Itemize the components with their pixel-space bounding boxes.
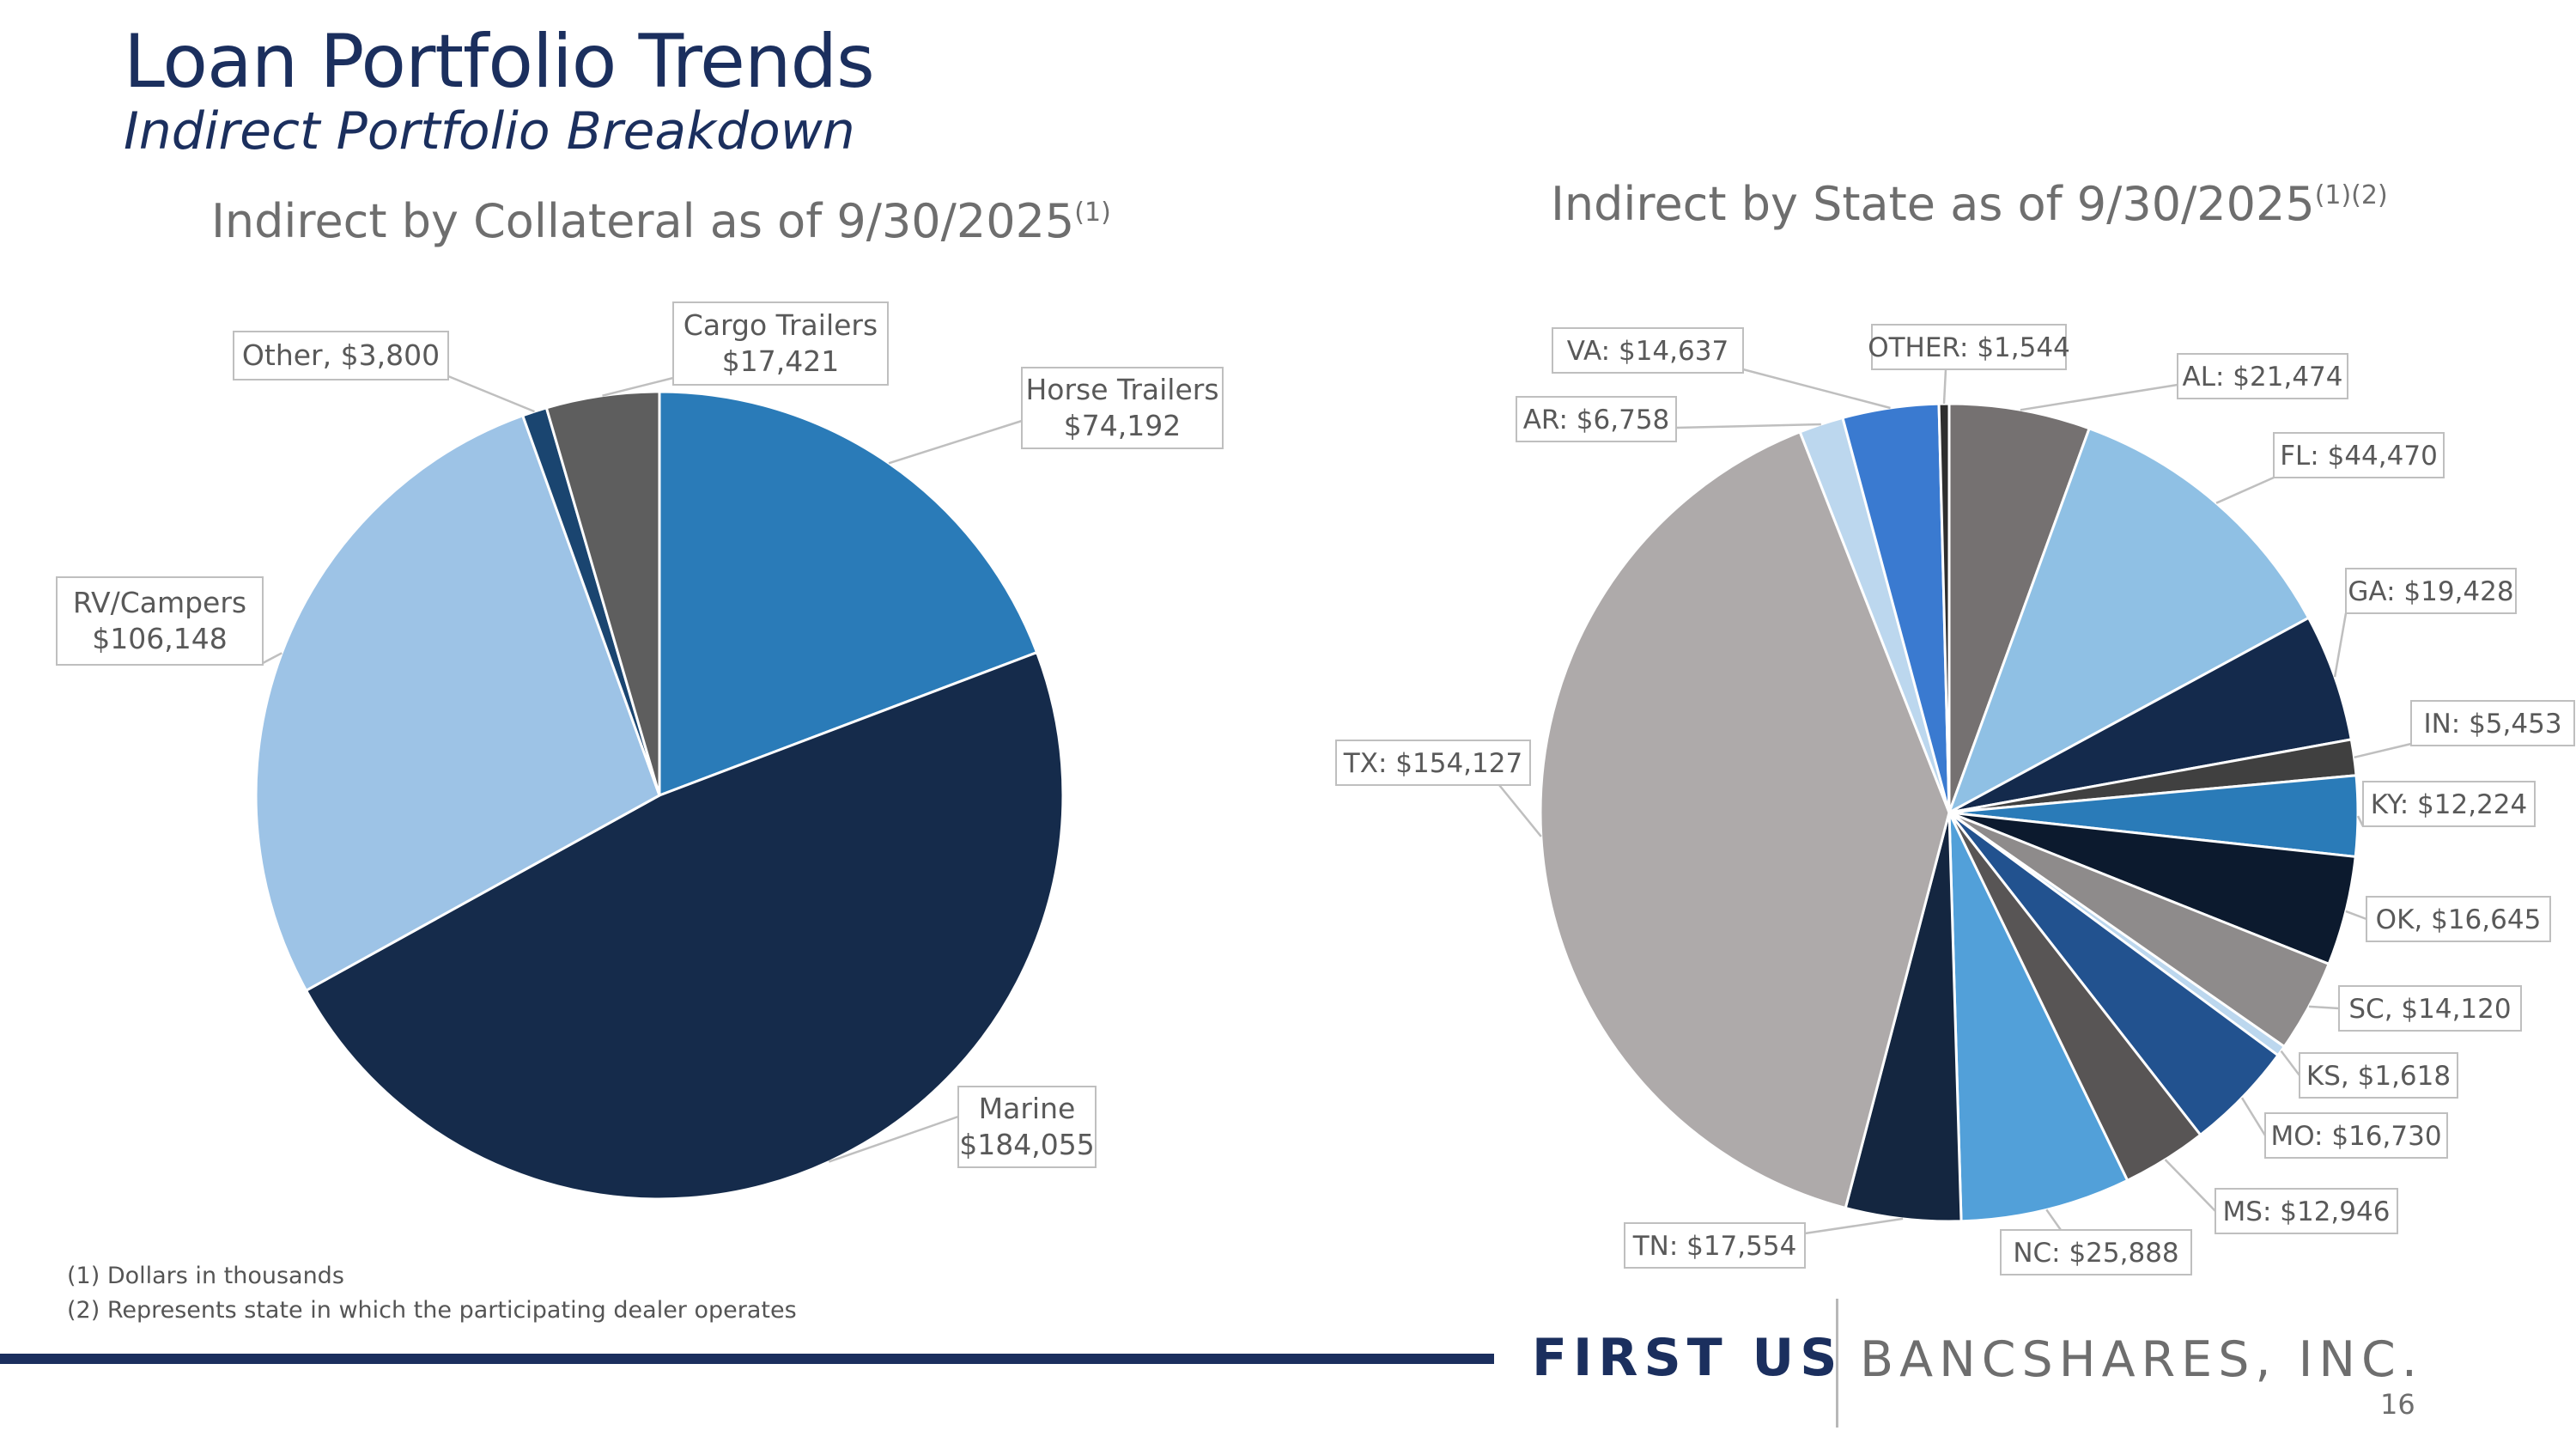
collateral-label-value-rv-campers: $106,148	[92, 622, 227, 655]
collateral-label-value-cargo-trailers: $17,421	[722, 344, 839, 378]
collateral-label-box-marine	[957, 1086, 1097, 1168]
footnote-2: (2) Represents state in which the partic…	[67, 1297, 797, 1324]
collateral-chart-title-footnote: (1)	[1074, 198, 1111, 228]
state-label-box-al	[2177, 353, 2348, 399]
state-slice-ga	[1947, 616, 2353, 814]
state-slices	[1539, 402, 2360, 1223]
state-label-fl: FL: $44,470	[2280, 441, 2438, 472]
page-number: 16	[2380, 1388, 2415, 1421]
state-chart-title: Indirect by State as of 9/30/2025(1)(2)	[1551, 177, 2388, 231]
state-leader-nc	[2045, 1209, 2063, 1231]
logo-first-us: FIRST US	[1532, 1328, 1844, 1388]
state-label-va: VA: $14,637	[1567, 336, 1728, 367]
collateral-slice-rv-campers	[254, 414, 661, 992]
collateral-label-name-rv-campers: RV/Campers	[73, 586, 246, 619]
state-label-box-other	[1871, 324, 2067, 370]
state-label-al: AL: $21,474	[2183, 362, 2343, 393]
collateral-label-box-rv-campers	[56, 576, 264, 666]
state-leader-ms	[2164, 1159, 2216, 1212]
page-subtitle: Indirect Portfolio Breakdown	[124, 101, 855, 161]
state-leader-in	[2354, 742, 2412, 759]
state-label-other: OTHER: $1,544	[1868, 332, 2070, 363]
collateral-label-name-horse-trailers: Horse Trailers	[1025, 373, 1218, 406]
state-leader-fl	[2215, 476, 2275, 504]
collateral-label-box-horse-trailers	[1021, 367, 1224, 449]
collateral-chart-title: Indirect by Collateral as of 9/30/2025(1…	[211, 194, 1111, 248]
collateral-leader-horse-trailers	[888, 419, 1023, 465]
collateral-label-name-marine: Marine	[979, 1092, 1076, 1125]
collateral-chart-title-text: Indirect by Collateral as of 9/30/2025	[211, 194, 1075, 248]
state-label-box-ar	[1516, 396, 1677, 442]
state-label-box-sc	[2338, 985, 2522, 1032]
state-label-box-tn	[1624, 1222, 1806, 1269]
page-title: Loan Portfolio Trends	[124, 19, 875, 105]
state-slice-al	[1947, 402, 2091, 814]
collateral-label-box-cargo-trailers	[672, 301, 889, 386]
collateral-leader-marine	[828, 1115, 959, 1163]
state-leader-al	[2020, 383, 2178, 411]
logo-bancshares: BANCSHARES, INC.	[1860, 1331, 2423, 1388]
state-label-ar: AR: $6,758	[1523, 405, 1670, 435]
state-leader-ks	[2280, 1050, 2300, 1076]
footnote-1: (1) Dollars in thousands	[67, 1263, 344, 1289]
state-label-box-tx	[1335, 740, 1531, 786]
state-leader-va	[1742, 368, 1891, 410]
collateral-label-other: Other, $3,800	[242, 338, 440, 372]
collateral-label-name-cargo-trailers: Cargo Trailers	[683, 308, 878, 342]
state-label-ga: GA: $19,428	[2348, 576, 2513, 607]
state-label-box-in	[2410, 700, 2575, 746]
state-leader-tn	[1804, 1217, 1904, 1235]
state-leader-mo	[2240, 1097, 2267, 1136]
state-label-box-ok	[2366, 896, 2551, 942]
state-label-nc: NC: $25,888	[2013, 1238, 2178, 1269]
state-leader-sc	[2308, 1005, 2340, 1010]
state-label-mo: MO: $16,730	[2270, 1121, 2441, 1152]
collateral-leader-cargo-trailers	[602, 376, 674, 397]
collateral-label-value-horse-trailers: $74,192	[1064, 409, 1181, 442]
state-label-ks: KS, $1,618	[2306, 1061, 2451, 1092]
logo-divider	[1836, 1299, 1838, 1428]
state-label-box-ga	[2345, 568, 2517, 614]
state-labels: AL: $21,474 FL: $44,470 GA: $19,428 IN: $5,…	[1335, 324, 2575, 1275]
collateral-labels: Horse Trailers$74,192 Marine$184,055 RV/Ca…	[56, 301, 1224, 1168]
state-slice-fl	[1947, 427, 2311, 814]
state-chart-title-footnote: (1)(2)	[2314, 180, 2388, 210]
footer-rule	[0, 1354, 1494, 1364]
state-leader-other	[1942, 368, 1947, 405]
collateral-leader-other	[447, 374, 535, 413]
state-chart-title-text: Indirect by State as of 9/30/2025	[1551, 177, 2315, 231]
state-label-ok: OK, $16,645	[2376, 904, 2542, 935]
state-label-sc: SC, $14,120	[2348, 994, 2511, 1025]
state-label-ky: KY: $12,224	[2371, 789, 2528, 820]
state-leader-ga	[2333, 612, 2348, 678]
state-label-ms: MS: $12,946	[2223, 1196, 2391, 1227]
state-label-box-ks	[2299, 1052, 2458, 1099]
collateral-slices	[254, 390, 1065, 1201]
state-slice-other	[1937, 402, 1951, 814]
state-leader-ar	[1675, 423, 1821, 429]
state-label-box-fl	[2273, 432, 2445, 478]
state-label-box-mo	[2264, 1112, 2448, 1159]
collateral-leader-rv-campers	[262, 652, 283, 665]
state-label-box-ky	[2362, 781, 2536, 827]
state-leader-tx	[1498, 784, 1542, 837]
state-label-box-va	[1552, 327, 1744, 374]
collateral-label-value-marine: $184,055	[959, 1128, 1094, 1161]
collateral-label-box-other	[233, 331, 449, 381]
state-label-tn: TN: $17,554	[1632, 1231, 1797, 1262]
state-label-tx: TX: $154,127	[1343, 748, 1522, 779]
state-label-in: IN: $5,453	[2423, 709, 2561, 740]
state-leader-ok	[2345, 910, 2367, 921]
state-label-box-nc	[2000, 1229, 2192, 1275]
state-label-box-ms	[2215, 1188, 2398, 1234]
